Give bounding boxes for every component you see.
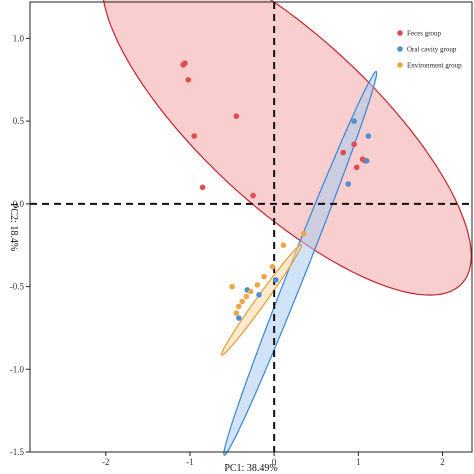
data-point-environment-group <box>261 273 267 280</box>
x-tick-label: 2 <box>440 457 445 467</box>
x-axis-title: PC1: 38.49% <box>224 463 277 474</box>
axis-ticks: -2 -1 0 1 2 -1.5 -1.0 -0.5 0.0 0.5 1.0 <box>10 33 445 467</box>
data-point-feces-group <box>340 149 347 156</box>
x-tick-label: -1 <box>186 457 194 467</box>
confidence-ellipses <box>102 0 472 456</box>
ellipse-feces-group <box>102 0 472 296</box>
y-axis-title: PC2: 18.4% <box>8 203 19 251</box>
data-point-feces-group <box>351 141 357 148</box>
y-tick-label: -1.5 <box>10 447 25 457</box>
data-point-environment-group <box>233 310 240 316</box>
y-tick-label: 0.5 <box>13 116 25 126</box>
data-point-environment-group <box>239 298 245 305</box>
data-point-environment-group <box>247 288 254 295</box>
data-point-feces-group <box>353 164 360 171</box>
data-point-oral-cavity-group <box>236 315 242 321</box>
legend-label-oral-cavity-group: Oral cavity group <box>407 46 457 54</box>
data-point-environment-group <box>229 283 235 290</box>
y-tick-label: -0.5 <box>10 282 25 292</box>
y-tick-label: -1.0 <box>10 364 25 374</box>
data-point-environment-group <box>254 282 261 288</box>
data-point-feces-group <box>250 192 256 199</box>
legend-swatch-environment-group <box>397 62 403 68</box>
data-point-oral-cavity-group <box>345 181 352 187</box>
data-point-environment-group <box>300 230 307 237</box>
data-point-feces-group <box>182 60 188 66</box>
x-tick-label: -2 <box>102 457 110 467</box>
data-point-environment-group <box>236 303 242 310</box>
legend-swatch-feces-group <box>397 30 403 36</box>
data-point-oral-cavity-group <box>273 277 279 283</box>
data-point-feces-group <box>185 77 192 83</box>
data-point-environment-group <box>269 263 276 270</box>
data-point-oral-cavity-group <box>364 158 370 164</box>
reference-lines <box>30 2 472 452</box>
x-tick-label: 1 <box>356 457 361 467</box>
data-point-environment-group <box>243 293 250 300</box>
data-point-feces-group <box>199 184 206 191</box>
legend: Feces group Oral cavity group Environment … <box>397 30 462 70</box>
y-tick-label: 1.0 <box>13 33 25 43</box>
data-point-oral-cavity-group <box>256 292 262 298</box>
data-point-oral-cavity-group <box>365 133 372 139</box>
legend-label-feces-group: Feces group <box>407 30 442 38</box>
legend-label-environment-group: Environment group <box>407 62 462 70</box>
data-point-feces-group <box>191 133 197 139</box>
data-points <box>180 60 372 321</box>
data-point-oral-cavity-group <box>351 118 357 124</box>
x-tick-label: 0 <box>272 457 277 467</box>
data-point-environment-group <box>280 242 287 248</box>
plot-frame <box>29 1 473 453</box>
ellipse-oral-cavity-group <box>223 70 378 456</box>
legend-swatch-oral-cavity-group <box>397 46 403 52</box>
data-point-feces-group <box>233 113 240 119</box>
ellipse-environment-group <box>220 243 303 356</box>
y-tick-label: 0.0 <box>13 199 25 209</box>
